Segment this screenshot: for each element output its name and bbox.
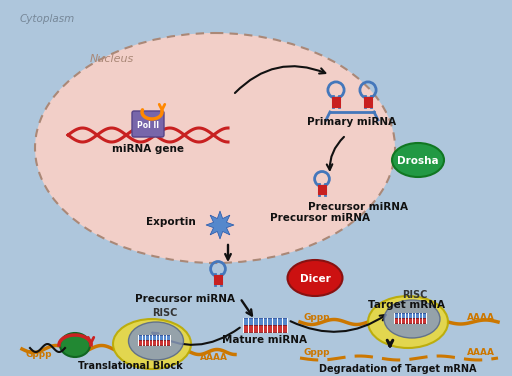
Text: Gppp: Gppp (304, 348, 331, 357)
Ellipse shape (60, 333, 90, 357)
Text: Drosha: Drosha (397, 156, 439, 166)
Text: Nucleus: Nucleus (90, 54, 134, 64)
Text: AAAA: AAAA (200, 353, 228, 362)
Text: AAAA: AAAA (467, 348, 495, 357)
Bar (394, 313, 426, 318)
Text: miRNA gene: miRNA gene (112, 144, 184, 154)
Bar (243, 318, 287, 325)
Text: RISC: RISC (402, 290, 428, 300)
Text: Exportin: Exportin (146, 217, 196, 227)
Text: Primary miRNA: Primary miRNA (307, 117, 397, 127)
Polygon shape (206, 211, 234, 239)
Text: Pol II: Pol II (137, 120, 159, 129)
Text: AAAA: AAAA (467, 313, 495, 322)
Text: Precursor miRNA: Precursor miRNA (270, 213, 370, 223)
Text: Mature miRNA: Mature miRNA (223, 335, 308, 345)
Ellipse shape (35, 33, 395, 263)
Text: Precursor miRNA: Precursor miRNA (308, 202, 408, 212)
Ellipse shape (129, 322, 183, 360)
Ellipse shape (113, 319, 191, 369)
Bar (394, 318, 426, 323)
Text: Gppp: Gppp (26, 350, 53, 359)
FancyBboxPatch shape (132, 111, 164, 137)
Text: Cytoplasm: Cytoplasm (20, 14, 75, 24)
Ellipse shape (288, 260, 343, 296)
Text: Dicer: Dicer (300, 274, 330, 284)
Bar (138, 340, 170, 345)
Ellipse shape (392, 143, 444, 177)
Bar (243, 325, 287, 332)
Bar (138, 335, 170, 340)
Ellipse shape (368, 296, 448, 348)
Text: Target mRNA: Target mRNA (368, 300, 445, 310)
Text: Degradation of Target mRNA: Degradation of Target mRNA (319, 364, 477, 374)
Text: RISC: RISC (152, 308, 178, 318)
Text: Translational Block: Translational Block (78, 361, 182, 371)
Ellipse shape (384, 300, 440, 338)
Text: Gppp: Gppp (304, 313, 331, 322)
Text: Precursor miRNA: Precursor miRNA (135, 294, 235, 304)
